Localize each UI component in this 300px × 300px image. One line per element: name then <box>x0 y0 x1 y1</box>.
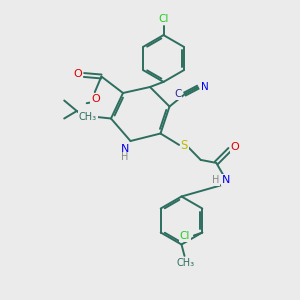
Text: N: N <box>222 175 230 185</box>
Text: CH₃: CH₃ <box>79 112 97 122</box>
Text: N: N <box>121 144 129 154</box>
Text: H: H <box>212 175 219 185</box>
Text: N: N <box>201 82 209 92</box>
Text: Cl: Cl <box>180 231 190 241</box>
Text: Cl: Cl <box>158 14 169 25</box>
Text: CH₃: CH₃ <box>176 258 194 268</box>
Text: S: S <box>181 139 188 152</box>
Text: O: O <box>74 69 82 80</box>
Text: H: H <box>122 152 129 163</box>
Text: C: C <box>174 89 182 99</box>
Text: O: O <box>231 142 240 152</box>
Text: O: O <box>91 94 100 104</box>
